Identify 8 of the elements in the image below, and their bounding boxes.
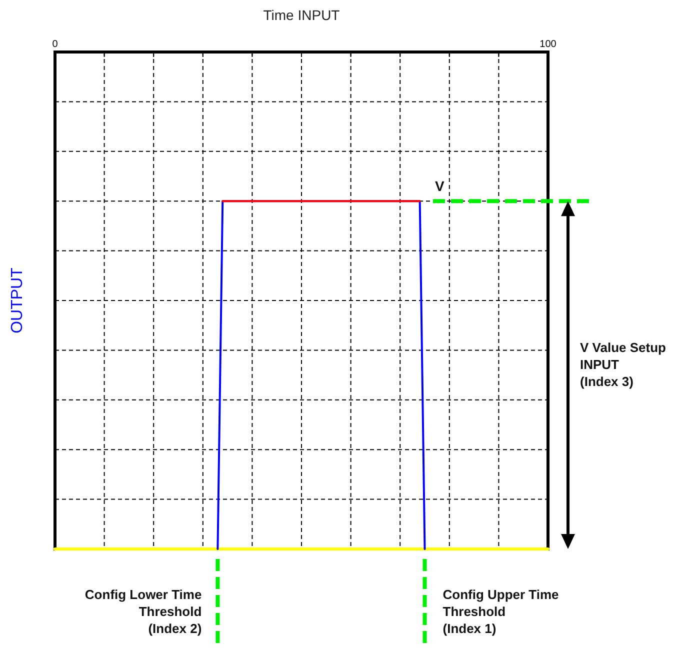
x-tick-label: 100	[540, 39, 557, 50]
ref-line-label: Config Lower Time Threshold (Index 2)	[84, 587, 202, 636]
x-tick-label: 0	[52, 39, 58, 50]
x-axis-title: Time INPUT	[263, 7, 340, 23]
ref-line-label: Config Upper Time Threshold (Index 1)	[442, 587, 559, 636]
y-axis-title: OUTPUT	[9, 267, 26, 334]
text: V Value Setup INPUT (Index 3)	[580, 340, 666, 389]
ref-line-label: V	[435, 178, 445, 194]
